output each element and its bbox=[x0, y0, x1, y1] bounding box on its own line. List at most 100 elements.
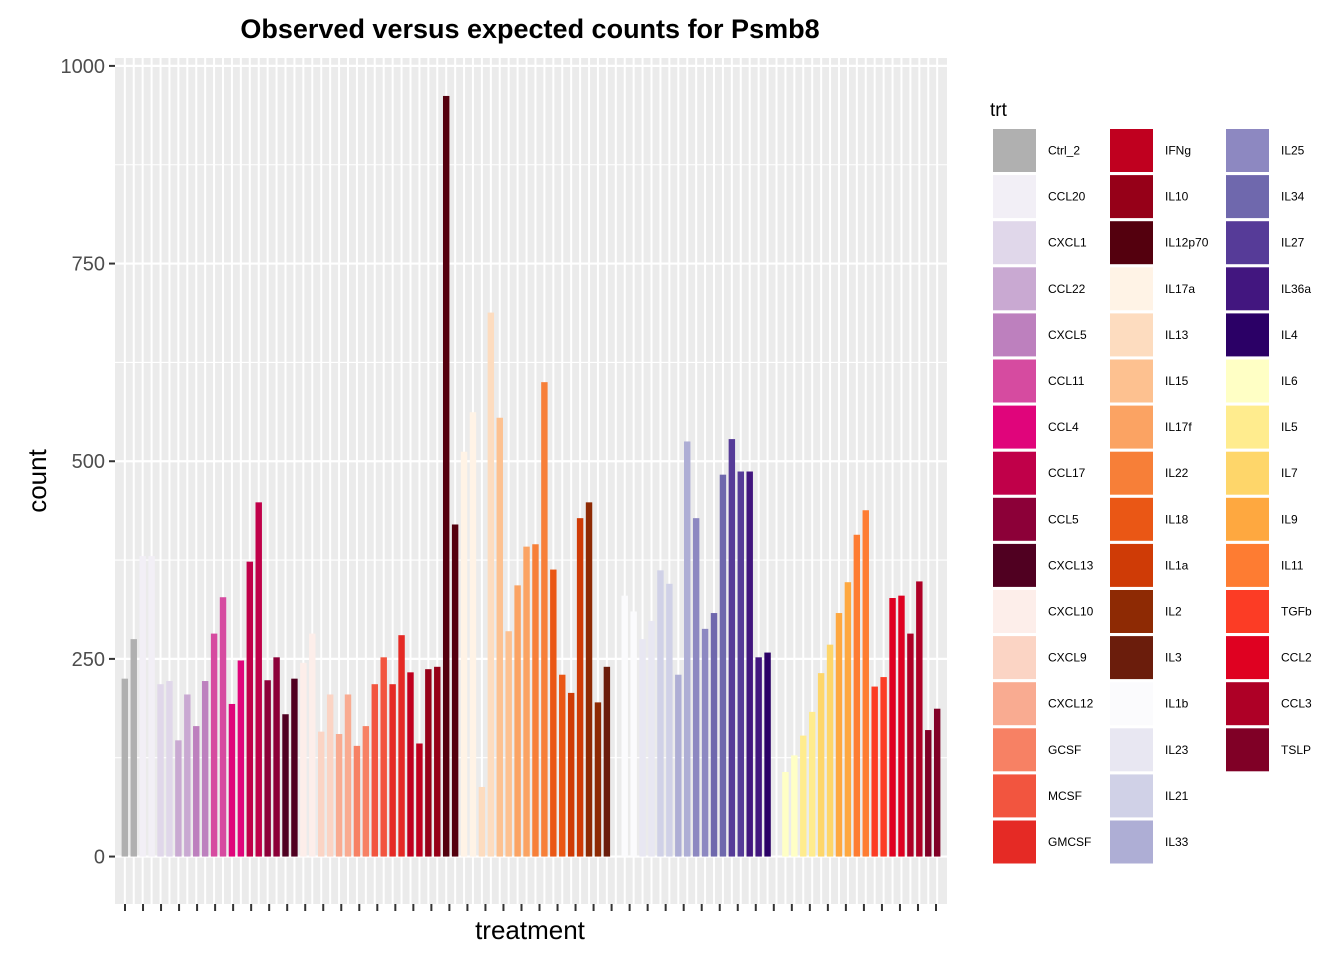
bar-cxcl5-2 bbox=[201, 681, 209, 857]
bar-cxcl1-2 bbox=[166, 681, 173, 857]
legend-key-il6 bbox=[1226, 359, 1269, 403]
legend-label-ifng: IFNg bbox=[1165, 144, 1191, 158]
bar-il27-1 bbox=[728, 439, 736, 857]
bar-ccl11-2 bbox=[219, 597, 227, 857]
legend-label-il17a: IL17a bbox=[1165, 282, 1195, 296]
bar-gmcsf-1 bbox=[389, 684, 396, 857]
legend-key-il17a bbox=[1110, 267, 1153, 311]
legend-key-il10 bbox=[1110, 175, 1153, 219]
bar-cxcl10-2 bbox=[309, 633, 316, 857]
bar-il36a-1 bbox=[746, 471, 753, 857]
bar-il34-1 bbox=[710, 613, 718, 857]
bar-tslp-2 bbox=[933, 708, 941, 857]
legend-label-ctrl_2: Ctrl_2 bbox=[1048, 144, 1080, 158]
legend-key-il18 bbox=[1110, 497, 1153, 541]
bar-il25-1 bbox=[692, 518, 700, 857]
bar-il11-2 bbox=[862, 510, 869, 857]
bar-il4-1 bbox=[764, 652, 771, 857]
bar-il23-2 bbox=[648, 620, 655, 857]
bar-il6-1 bbox=[782, 771, 789, 857]
bar-il15-1 bbox=[496, 417, 503, 857]
legend-label-cxcl5: CXCL5 bbox=[1048, 328, 1087, 342]
legend-title: trt bbox=[990, 100, 1008, 121]
legend-label-mcsf: MCSF bbox=[1048, 789, 1082, 803]
bar-il21-2 bbox=[666, 583, 673, 857]
bar-cxcl13-1 bbox=[282, 714, 289, 857]
bar-ccl5-1 bbox=[264, 680, 271, 857]
bar-il10-2 bbox=[434, 666, 441, 857]
legend-key-gcsf bbox=[993, 728, 1036, 772]
legend-label-il15: IL15 bbox=[1165, 374, 1189, 388]
bar-il18-1 bbox=[550, 569, 557, 857]
x-axis bbox=[124, 904, 937, 911]
legend-label-il2: IL2 bbox=[1165, 605, 1182, 619]
legend-key-ccl17 bbox=[993, 451, 1036, 495]
legend-key-ccl4 bbox=[993, 405, 1036, 449]
legend-key-il27 bbox=[1226, 221, 1269, 265]
legend-label-ccl3: CCL3 bbox=[1281, 697, 1312, 711]
bar-ccl3-1 bbox=[907, 633, 914, 857]
bar-il3-1 bbox=[603, 666, 611, 857]
legend-label-cxcl1: CXCL1 bbox=[1048, 236, 1087, 250]
legend-key-ifng bbox=[1110, 129, 1153, 172]
bar-ccl2-2 bbox=[898, 595, 905, 857]
legend-label-il13: IL13 bbox=[1165, 328, 1189, 342]
legend-key-cxcl9 bbox=[993, 636, 1036, 680]
bar-gcsf-1 bbox=[353, 745, 361, 857]
bar-ctrl_2-1 bbox=[121, 678, 129, 857]
legend-label-il1a: IL1a bbox=[1165, 558, 1189, 572]
bar-il17f-1 bbox=[514, 585, 521, 857]
legend-key-ctrl_2 bbox=[993, 129, 1036, 172]
bar-gmcsf-2 bbox=[398, 635, 405, 857]
bar-ccl17-1 bbox=[246, 561, 254, 857]
legend-label-il17f: IL17f bbox=[1165, 420, 1192, 434]
bar-il17f-2 bbox=[523, 546, 530, 857]
chart-title: Observed versus expected counts for Psmb… bbox=[240, 14, 819, 44]
legend-key-tgfb bbox=[1226, 590, 1269, 633]
legend-label-cxcl13: CXCL13 bbox=[1048, 558, 1094, 572]
bar-gcsf-2 bbox=[362, 726, 370, 857]
legend-label-il18: IL18 bbox=[1165, 512, 1189, 526]
y-tick-label: 750 bbox=[72, 254, 105, 276]
bar-il6-2 bbox=[791, 755, 798, 857]
bar-il13-1 bbox=[478, 786, 486, 857]
legend-label-il7: IL7 bbox=[1281, 466, 1298, 480]
bar-cxcl1-1 bbox=[157, 684, 164, 857]
plot-panel bbox=[115, 58, 947, 904]
bar-il5-1 bbox=[800, 735, 807, 857]
bar-ccl5-2 bbox=[273, 657, 280, 857]
bar-il15-2 bbox=[505, 631, 512, 857]
legend-label-il1b: IL1b bbox=[1165, 697, 1189, 711]
legend-label-tslp: TSLP bbox=[1281, 743, 1311, 757]
bar-il5-2 bbox=[808, 711, 816, 857]
bar-il25-2 bbox=[701, 628, 709, 857]
bar-il33-1 bbox=[675, 674, 682, 857]
bar-ccl2-1 bbox=[889, 598, 896, 857]
legend-key-cxcl13 bbox=[993, 543, 1036, 587]
bar-ctrl_2-2 bbox=[130, 639, 137, 857]
bar-ccl4-2 bbox=[237, 660, 245, 857]
y-axis: 0 250 500 750 1000 bbox=[61, 56, 115, 869]
legend-label-il10: IL10 bbox=[1165, 190, 1189, 204]
bar-il12p70-1 bbox=[442, 95, 450, 857]
bar-tgfb-2 bbox=[880, 677, 887, 857]
legend-key-il33 bbox=[1110, 820, 1153, 864]
bar-il1b-1 bbox=[621, 595, 628, 857]
bar-il27-2 bbox=[737, 471, 744, 857]
legend-label-ccl2: CCL2 bbox=[1281, 651, 1312, 665]
legend-key-cxcl5 bbox=[993, 313, 1036, 357]
bar-il10-1 bbox=[425, 669, 432, 857]
bars bbox=[121, 95, 941, 857]
bar-ifng-1 bbox=[407, 672, 414, 857]
legend-key-il1a bbox=[1110, 543, 1153, 587]
legend-key-il1b bbox=[1110, 682, 1153, 726]
legend-label-il12p70: IL12p70 bbox=[1165, 236, 1209, 250]
bar-il2-1 bbox=[585, 502, 593, 857]
legend-key-il7 bbox=[1226, 451, 1269, 495]
legend-key-il12p70 bbox=[1110, 221, 1153, 265]
legend: trt Ctrl_2 CCL20 CXCL1 CCL22 CXCL5 CCL11 CCL4 C… bbox=[990, 100, 1312, 864]
bar-il11-1 bbox=[853, 534, 861, 857]
y-tick-label: 0 bbox=[94, 847, 105, 869]
bar-mcsf-2 bbox=[380, 657, 387, 857]
